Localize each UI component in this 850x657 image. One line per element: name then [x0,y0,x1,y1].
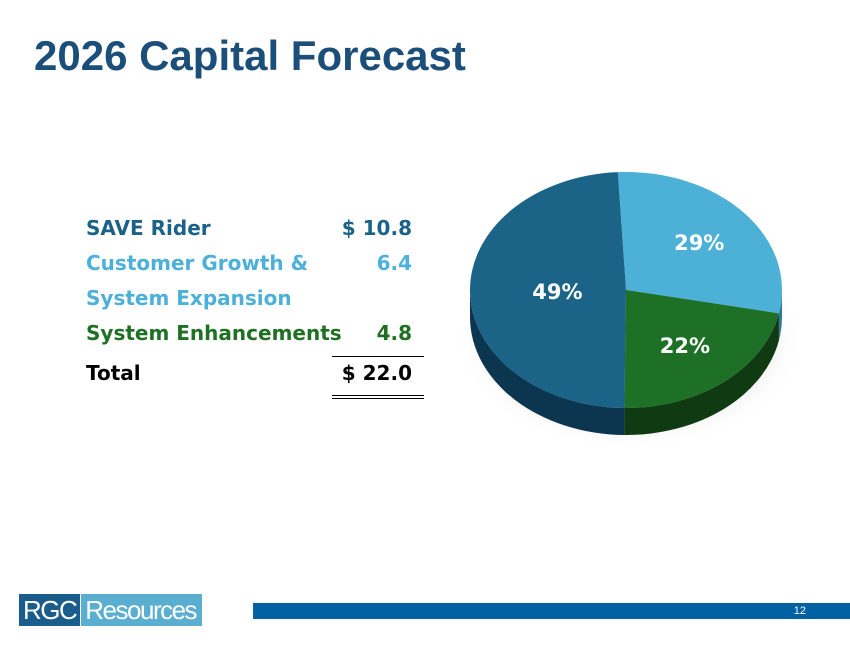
row-label: Total [86,361,141,385]
row-value: 6.4 [376,251,412,275]
logo-part1: RGC [19,594,81,626]
row-label: System Enhancements [86,321,342,345]
footer-bar: 12 [253,603,850,619]
subtotal-rule [332,356,424,357]
pie-slice-side [624,313,779,435]
total-double-rule [332,395,424,399]
page-number: 12 [793,605,806,617]
pie-data-label: 22% [660,334,710,358]
row-value: 4.8 [376,321,412,345]
row-value: $ 10.8 [341,216,412,240]
row-label: SAVE Rider [86,216,211,240]
pie-data-label: 49% [532,280,582,304]
logo-part2: Resources [81,594,203,626]
row-label: Customer Growth & [86,251,309,275]
pie-slice-side [778,290,782,341]
row-value: $ 22.0 [341,361,412,385]
row-label-line2: System Expansion [86,286,292,310]
pie-slice [624,290,779,408]
pie-slice-side [469,290,625,435]
pie-data-label: 29% [674,231,724,255]
pie-slice [470,172,626,408]
pie-slice [617,172,782,314]
page-title: 2026 Capital Forecast [34,32,466,79]
rgc-resources-logo: RGC Resources [19,594,203,626]
